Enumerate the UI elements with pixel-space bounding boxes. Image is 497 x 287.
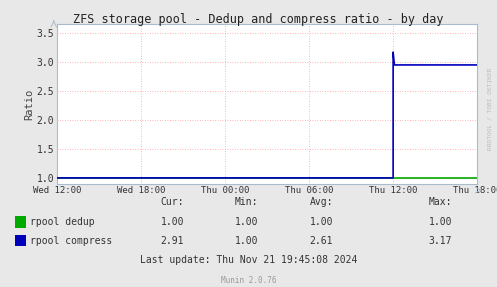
Text: rpool dedup: rpool dedup	[30, 218, 94, 227]
Text: Cur:: Cur:	[161, 197, 184, 207]
Text: Min:: Min:	[235, 197, 258, 207]
Text: 1.00: 1.00	[235, 236, 258, 246]
Text: 3.17: 3.17	[429, 236, 452, 246]
Text: 1.00: 1.00	[235, 218, 258, 227]
Text: 1.00: 1.00	[161, 218, 184, 227]
Y-axis label: Ratio: Ratio	[24, 88, 34, 120]
Text: 1.00: 1.00	[310, 218, 333, 227]
Text: rpool compress: rpool compress	[30, 236, 112, 246]
Text: RRDTOOL / TOBI OETIKER: RRDTOOL / TOBI OETIKER	[487, 68, 492, 150]
Text: Last update: Thu Nov 21 19:45:08 2024: Last update: Thu Nov 21 19:45:08 2024	[140, 255, 357, 265]
Text: Munin 2.0.76: Munin 2.0.76	[221, 276, 276, 285]
Text: Max:: Max:	[429, 197, 452, 207]
Text: 1.00: 1.00	[429, 218, 452, 227]
Text: 2.91: 2.91	[161, 236, 184, 246]
Text: 2.61: 2.61	[310, 236, 333, 246]
Text: Avg:: Avg:	[310, 197, 333, 207]
Text: ZFS storage pool - Dedup and compress ratio - by day: ZFS storage pool - Dedup and compress ra…	[73, 13, 444, 26]
